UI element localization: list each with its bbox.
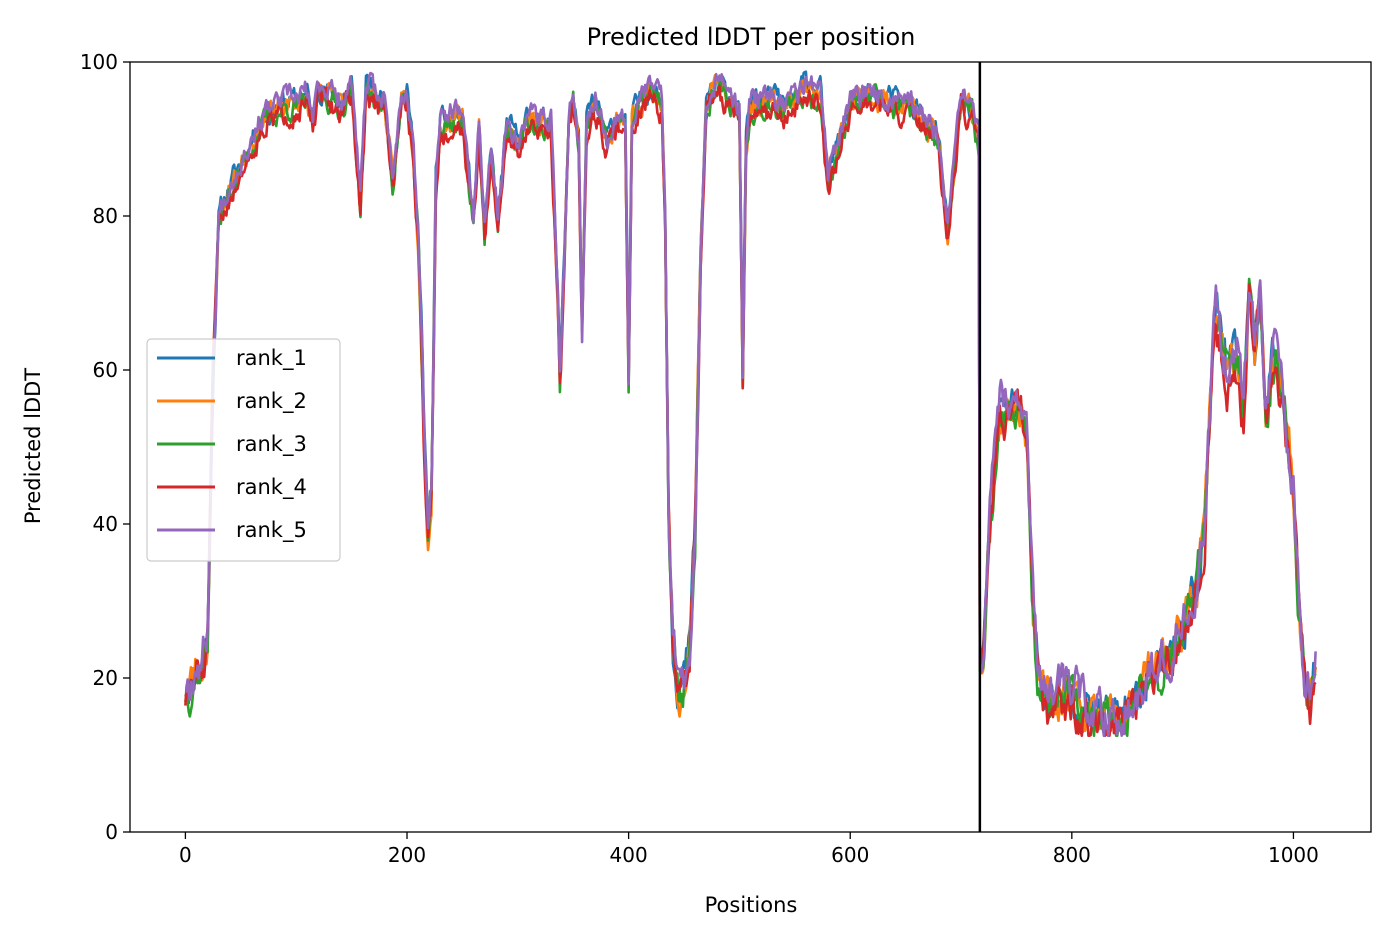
x-axis: 0 200 400 600 800 1000: [179, 832, 1319, 867]
x-tick-label: 200: [388, 843, 426, 867]
y-axis-title: Predicted lDDT: [21, 368, 45, 524]
x-tick-label: 800: [1053, 843, 1091, 867]
y-axis: 0 20 40 60 80 100: [80, 50, 130, 844]
series-layer: [184, 70, 1317, 738]
x-tick-label: 0: [179, 843, 192, 867]
y-tick-label: 100: [80, 50, 118, 74]
x-tick-label: 1000: [1268, 843, 1319, 867]
legend-label: rank_5: [236, 518, 307, 543]
series-line-rank_2: [184, 73, 1317, 732]
y-tick-label: 40: [93, 512, 118, 536]
series-line-rank_1: [184, 70, 1317, 733]
chart-title: Predicted lDDT per position: [587, 23, 916, 51]
plot-area: [129, 61, 1372, 833]
y-tick-label: 80: [93, 204, 118, 228]
series-line-rank_4: [184, 81, 1317, 738]
x-tick-label: 400: [610, 843, 648, 867]
x-tick-label: 600: [831, 843, 869, 867]
legend-label: rank_4: [236, 475, 307, 500]
legend-label: rank_2: [236, 389, 307, 414]
plot-frame: [129, 61, 1372, 833]
series-line-rank_5: [185, 71, 1317, 738]
y-tick-label: 0: [105, 820, 118, 844]
legend-label: rank_1: [236, 346, 307, 371]
series-line-rank_3: [184, 80, 1317, 738]
y-tick-label: 20: [93, 666, 118, 690]
legend-box: [146, 338, 341, 562]
x-axis-title: Positions: [705, 893, 798, 917]
legend-label: rank_3: [236, 432, 307, 457]
legend: rank_1 rank_2 rank_3 rank_4 rank_5: [146, 338, 341, 562]
y-tick-label: 60: [93, 358, 118, 382]
